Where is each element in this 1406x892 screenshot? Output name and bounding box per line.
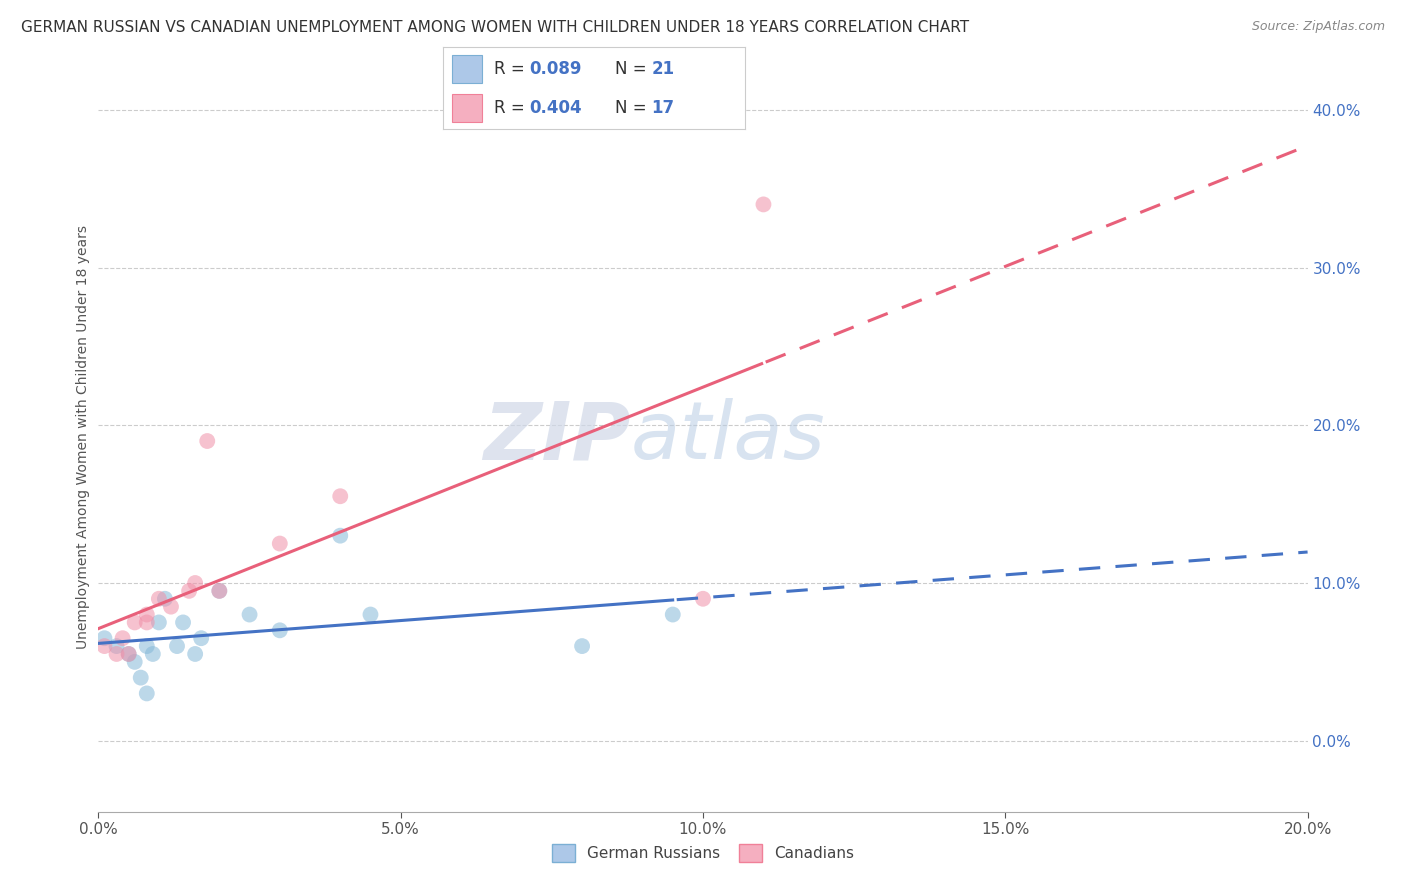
Text: atlas: atlas xyxy=(630,398,825,476)
Point xyxy=(752,197,775,211)
Text: Source: ZipAtlas.com: Source: ZipAtlas.com xyxy=(1251,20,1385,33)
Text: N =: N = xyxy=(616,99,652,117)
Point xyxy=(135,607,157,622)
Point xyxy=(269,624,291,638)
Point xyxy=(692,591,714,606)
Point xyxy=(172,615,194,630)
Point xyxy=(148,591,170,606)
Point xyxy=(160,599,183,614)
Point xyxy=(93,631,115,645)
Point xyxy=(184,647,207,661)
Point xyxy=(571,639,593,653)
Point xyxy=(184,576,207,591)
Point xyxy=(360,607,382,622)
Point xyxy=(153,591,176,606)
Point xyxy=(195,434,218,448)
Point xyxy=(239,607,262,622)
Text: R =: R = xyxy=(495,99,530,117)
Point xyxy=(135,686,157,700)
Point xyxy=(190,631,212,645)
Point xyxy=(329,489,352,503)
Point xyxy=(208,583,231,598)
Point xyxy=(208,583,231,598)
Text: 0.089: 0.089 xyxy=(529,60,582,78)
Point xyxy=(124,615,146,630)
Point xyxy=(129,671,152,685)
Text: 21: 21 xyxy=(651,60,675,78)
Text: N =: N = xyxy=(616,60,652,78)
Point xyxy=(661,607,683,622)
Y-axis label: Unemployment Among Women with Children Under 18 years: Unemployment Among Women with Children U… xyxy=(76,225,90,649)
Point xyxy=(118,647,141,661)
Text: 0.404: 0.404 xyxy=(529,99,582,117)
Point xyxy=(124,655,146,669)
Point xyxy=(105,639,128,653)
Point xyxy=(179,583,201,598)
Text: 17: 17 xyxy=(651,99,675,117)
Point xyxy=(105,647,128,661)
Point xyxy=(111,631,134,645)
Point xyxy=(118,647,141,661)
Bar xyxy=(451,54,482,83)
Point xyxy=(93,639,115,653)
Text: GERMAN RUSSIAN VS CANADIAN UNEMPLOYMENT AMONG WOMEN WITH CHILDREN UNDER 18 YEARS: GERMAN RUSSIAN VS CANADIAN UNEMPLOYMENT … xyxy=(21,20,969,35)
Legend: German Russians, Canadians: German Russians, Canadians xyxy=(546,838,860,868)
Bar xyxy=(451,94,482,122)
Point xyxy=(135,639,157,653)
Point xyxy=(269,536,291,550)
Point xyxy=(135,615,157,630)
Point xyxy=(166,639,188,653)
Text: R =: R = xyxy=(495,60,530,78)
Point xyxy=(148,615,170,630)
Point xyxy=(142,647,165,661)
Point xyxy=(329,529,352,543)
Text: ZIP: ZIP xyxy=(484,398,630,476)
